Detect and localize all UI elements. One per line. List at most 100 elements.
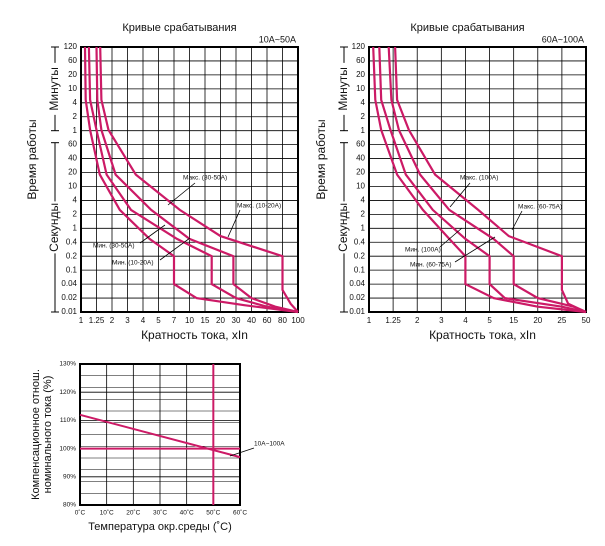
x-tick-label: 60˚C [233, 509, 247, 517]
y-group-label: Секунды [47, 203, 61, 252]
x-tick-label: 4 [463, 316, 468, 325]
x-axis-title: Температура окр.среды (˚C) [88, 521, 232, 533]
x-tick-label: 1 [79, 316, 84, 325]
x-tick-label: 100 [291, 316, 305, 325]
y-tick-label: 0.04 [349, 279, 365, 288]
trip-curve [387, 46, 587, 314]
x-tick-label: 2 [110, 316, 115, 325]
x-tick-label: 15 [201, 316, 210, 325]
plot-frame [79, 363, 241, 506]
annotation: Макс. (60-75A) [518, 204, 562, 211]
y-tick-label: 0.01 [61, 307, 77, 316]
x-tick-label: 40˚C [180, 509, 194, 517]
trip-curve [87, 46, 299, 314]
y-tick-label: 10 [356, 84, 365, 93]
y-axis-title: номинального тока (%) [42, 376, 54, 494]
trip-curve [83, 46, 299, 314]
y-tick-label: 4 [73, 98, 78, 107]
leader-line [229, 447, 255, 457]
y-tick-label: 2 [73, 209, 78, 218]
x-tick-label: 15 [509, 316, 518, 325]
x-tick-label: 1.25 [89, 316, 105, 325]
chart-subtitle: 10A~50A [259, 34, 296, 44]
chart-subtitle: 60A~100A [542, 34, 584, 44]
plot-frame [80, 46, 299, 313]
plot-frame [368, 46, 587, 313]
y-tick-label: 0.04 [61, 279, 77, 288]
trip-curve [95, 46, 299, 314]
y-tick-label: 0.1 [354, 265, 366, 274]
y-tick-label: 20 [356, 70, 365, 79]
x-tick-label: 50˚C [206, 509, 220, 517]
x-tick-label: 30 [232, 316, 241, 325]
y-tick-label: 0.02 [349, 293, 365, 302]
y-tick-label: 130% [59, 361, 76, 368]
x-tick-label: 5 [156, 316, 161, 325]
x-tick-label: 5 [487, 316, 492, 325]
y-tick-label: 1 [361, 126, 366, 135]
y-tick-label: 0.4 [354, 237, 366, 246]
y-tick-label: 10 [68, 84, 77, 93]
y-tick-label: 4 [73, 196, 78, 205]
x-tick-label: 3 [439, 316, 444, 325]
x-tick-label: 2 [415, 316, 420, 325]
leader-line [139, 224, 166, 244]
y-tick-label: 110% [60, 417, 76, 424]
x-tick-label: 30˚C [153, 509, 167, 517]
annotation: Макс. (10-20A) [237, 203, 281, 210]
y-axis-title: Время работы [25, 119, 39, 199]
y-tick-label: 0.2 [354, 251, 366, 260]
y-tick-label: 20 [356, 168, 365, 177]
y-tick-label: 20 [68, 70, 77, 79]
x-tick-label: 10˚C [100, 509, 114, 517]
chart-title: Кривые срабатывания [122, 22, 236, 34]
x-tick-label: 25 [557, 316, 566, 325]
x-axis-title: Кратность тока, xIn [141, 328, 248, 342]
x-axis-title: Кратность тока, xIn [429, 328, 536, 342]
series-label: 10A~100A [254, 441, 285, 448]
x-tick-label: 4 [141, 316, 146, 325]
y-tick-label: 40 [68, 154, 77, 163]
y-tick-label: 10 [356, 182, 365, 191]
y-axis-title: Время работы [314, 119, 328, 199]
y-tick-label: 60 [356, 140, 365, 149]
y-tick-label: 40 [356, 154, 365, 163]
y-tick-label: 120% [59, 389, 76, 396]
x-tick-label: 3 [125, 316, 130, 325]
y-tick-label: 10 [68, 182, 77, 191]
x-tick-label: 1.25 [385, 316, 401, 325]
x-tick-label: 20 [216, 316, 225, 325]
annotation: Мин. (60-75A) [410, 262, 452, 269]
y-tick-label: 60 [68, 140, 77, 149]
leader-line [511, 210, 523, 231]
y-tick-label: 1 [73, 126, 78, 135]
y-tick-label: 120 [64, 42, 78, 51]
y-tick-label: 120 [352, 42, 366, 51]
y-tick-label: 1 [73, 223, 78, 232]
annotation: Мин. (30-50A) [93, 243, 135, 250]
annotation: Макс. (100A) [460, 175, 498, 182]
y-tick-label: 100% [59, 445, 76, 452]
y-tick-label: 4 [361, 196, 366, 205]
x-tick-label: 60 [263, 316, 272, 325]
y-tick-label: 1 [361, 223, 366, 232]
y-tick-label: 2 [73, 112, 78, 121]
x-tick-label: 40 [247, 316, 256, 325]
chart-title: Кривые срабатывания [410, 22, 524, 34]
leader-line [439, 227, 463, 248]
y-group-label: Секунды [336, 203, 350, 252]
trip-curve [378, 46, 587, 314]
y-tick-label: 2 [361, 209, 366, 218]
y-tick-label: 60 [68, 56, 77, 65]
y-tick-label: 4 [361, 98, 366, 107]
compensation-line [79, 413, 241, 459]
y-tick-label: 20 [68, 168, 77, 177]
x-tick-label: 10 [185, 316, 194, 325]
y-tick-label: 60 [356, 56, 365, 65]
annotation: Макс. (30-50A) [183, 175, 227, 182]
leader-line [454, 236, 496, 263]
x-tick-label: 50 [582, 316, 591, 325]
y-group-label: Минуты [47, 67, 61, 110]
